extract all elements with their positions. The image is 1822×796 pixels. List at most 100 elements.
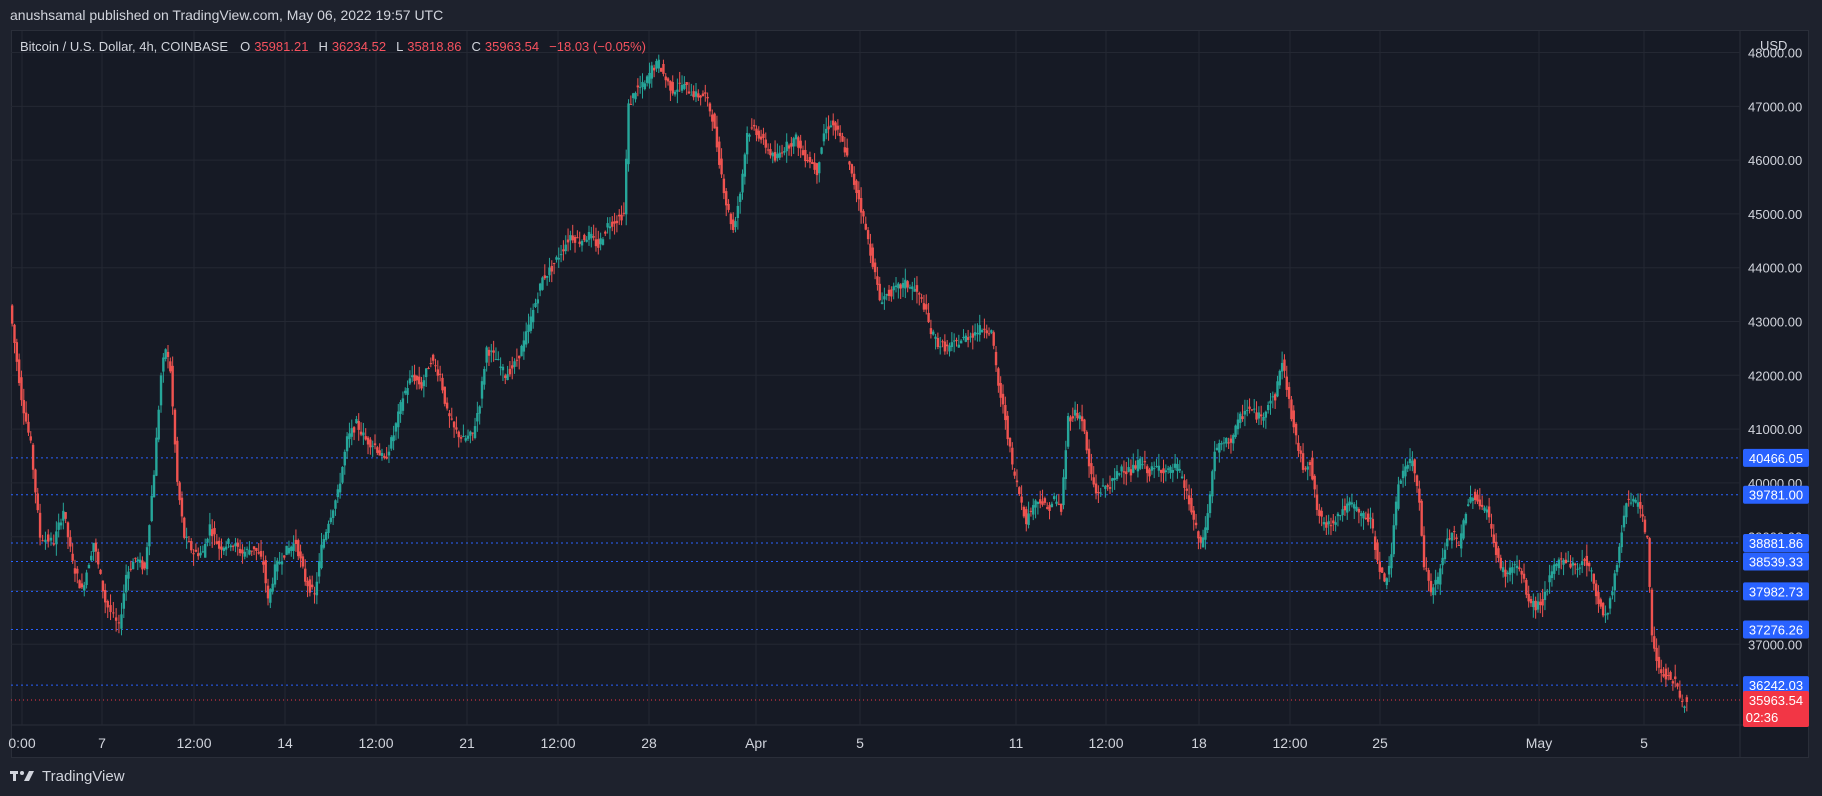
candle-body [445,402,449,409]
candle-body [932,331,935,335]
candle-body [657,59,660,69]
symbol-label[interactable]: Bitcoin / U.S. Dollar, 4h, COINBASE [20,39,229,54]
candle-body [752,124,756,127]
candle-body [559,254,563,256]
x-tick-label: 12:00 [540,735,575,751]
candle-body [450,418,453,420]
candle-body [422,380,426,387]
candle-body [1571,562,1575,566]
candle-body [392,435,395,442]
candle-body [1087,448,1091,467]
candle-body [738,193,742,202]
candle-body [1636,502,1640,507]
candle-body [222,547,226,552]
candle-body [1483,507,1486,511]
candle-body [387,451,391,456]
candle-body [1404,466,1407,477]
candle-body [1076,412,1079,419]
candle-body [320,544,323,569]
candle-body [771,152,774,157]
candle-body [599,238,602,245]
candle-body [783,150,786,153]
x-tick-label: 18 [1191,735,1207,751]
candle-body [464,438,467,441]
candle-body [283,555,286,558]
candle-body [836,125,840,130]
candle-body [452,421,456,428]
candle-body [1285,376,1288,390]
candle-body [859,197,863,213]
candle-body [434,365,437,367]
candle-body [345,436,349,452]
candle-body [1301,453,1305,470]
candle-body [224,546,228,550]
candle-body [436,369,440,376]
tradingview-footer[interactable]: TradingView [10,766,125,786]
candle-body [69,537,72,547]
candle-body [1436,576,1440,584]
candle-body [869,243,872,256]
candle-body [36,493,39,511]
candle-body [1557,559,1561,569]
candle-body [578,241,581,244]
candle-body [1429,580,1433,593]
candle-body [1366,513,1370,522]
candle-body [47,534,50,542]
candle-body [1511,567,1514,573]
candle-body [141,560,144,570]
candle-body [1162,468,1165,474]
candle-body [1678,690,1682,698]
candle-body [945,344,949,347]
candle-body [697,93,700,98]
candle-body [109,605,112,613]
candle-body [159,375,163,406]
level-badge-label: 38881.86 [1749,536,1803,551]
candle-body [1101,485,1105,487]
candle-body [1059,503,1063,512]
candle-body [1013,471,1016,476]
candle-body [778,152,781,158]
candle-body [659,68,663,72]
candle-body [708,103,712,112]
candle-body [1139,458,1142,469]
candle-body [1308,462,1312,466]
candle-body [1615,565,1619,572]
candle-body [1055,501,1058,504]
chart-frame[interactable] [11,30,1809,758]
candle-body [443,386,446,404]
candle-body [934,336,937,339]
candle-body [73,568,77,574]
candle-body [1497,548,1500,558]
candle-body [1408,458,1412,464]
low-value: 35818.86 [407,39,462,54]
candle-body [1597,591,1600,605]
candle-body [76,568,79,574]
candle-body [27,421,30,433]
candle-body [62,510,65,521]
y-tick-label: 45000.00 [1748,207,1802,222]
candle-body [971,333,974,338]
x-tick-label: 11 [1009,735,1024,751]
candle-body [1141,464,1144,466]
candle-body [1248,406,1251,409]
candle-body [487,349,491,356]
candle-body [1039,499,1042,504]
candle-body [1104,486,1107,489]
candle-body [236,542,239,547]
candle-body [699,95,702,98]
candle-body [1576,568,1579,570]
candle-body [643,83,647,90]
candle-body [143,562,146,569]
candle-body [1250,409,1254,411]
candle-body [1241,416,1244,420]
candle-body [985,330,988,334]
candle-body [385,456,388,459]
candle-body [1292,410,1295,428]
candle-body [97,551,100,565]
candle-body [1085,431,1088,451]
candle-body [1008,437,1012,447]
close-value: 35963.54 [484,39,540,54]
candle-body [811,161,814,164]
candle-body [1225,437,1228,444]
